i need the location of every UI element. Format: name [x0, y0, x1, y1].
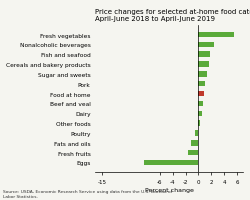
Bar — [143, 160, 198, 165]
Text: Price changes for selected at-home food categories,
April-June 2018 to April-Jun: Price changes for selected at-home food … — [95, 9, 250, 21]
Bar — [198, 62, 208, 67]
Bar — [198, 121, 200, 126]
Bar — [194, 131, 198, 136]
Bar — [190, 140, 198, 146]
Bar — [198, 33, 233, 38]
Bar — [198, 111, 201, 116]
Bar — [198, 91, 203, 97]
Bar — [198, 52, 209, 58]
Bar — [198, 72, 206, 77]
Text: Source: USDA, Economic Research Service using data from the U.S. Bureau of
Labor: Source: USDA, Economic Research Service … — [2, 189, 171, 198]
Bar — [198, 101, 202, 107]
Bar — [187, 150, 198, 156]
X-axis label: Percent change: Percent change — [144, 187, 193, 192]
Bar — [198, 82, 205, 87]
Bar — [198, 42, 214, 48]
